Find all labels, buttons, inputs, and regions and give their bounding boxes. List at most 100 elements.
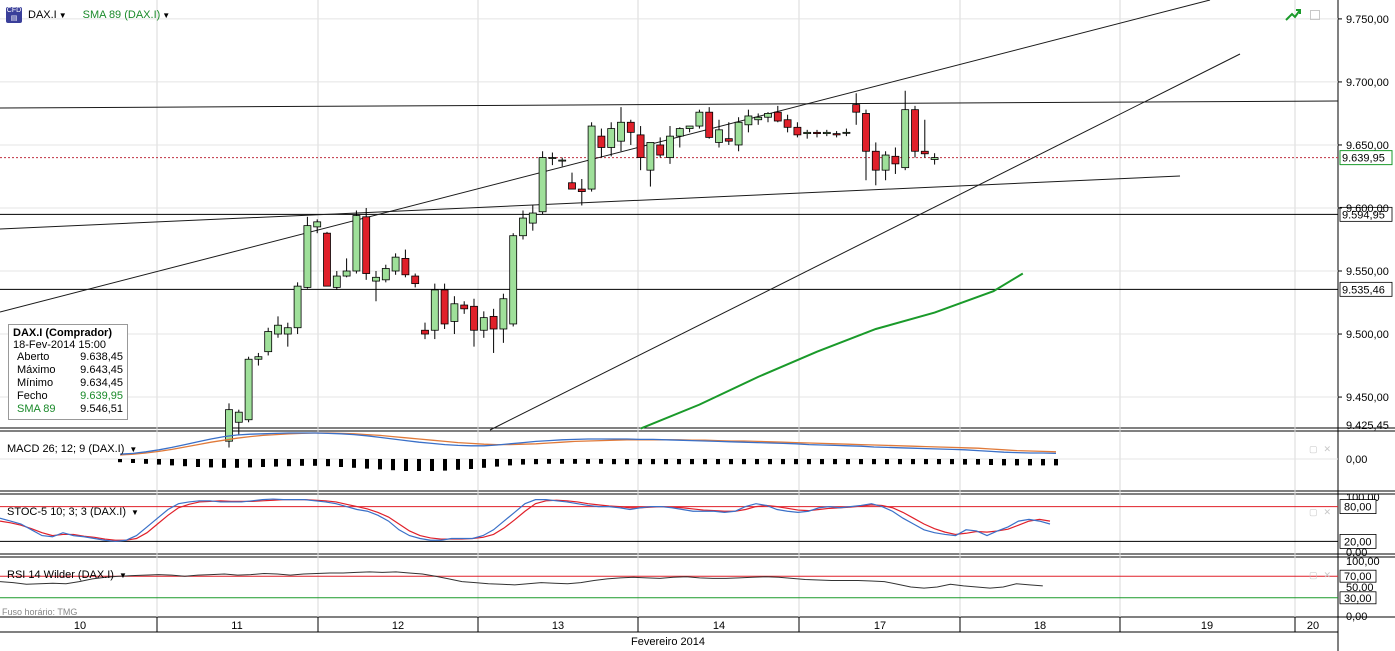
candle-bull [715, 129, 723, 143]
rsi-y-label: 30,00 [1344, 593, 1372, 605]
x-tick-label: 13 [552, 620, 564, 632]
candle-bull [283, 327, 292, 335]
y-axis-bottom-label: 9.425,45 [1346, 420, 1389, 432]
candle-bear [568, 182, 576, 190]
x-tick-label: 10 [74, 620, 86, 632]
stoc-level-tag [1339, 534, 1377, 549]
candle-bear [626, 121, 635, 133]
candle-bull [587, 125, 596, 190]
candle-bear [577, 188, 586, 192]
candle-bull [293, 285, 302, 329]
maximize-icon[interactable] [1310, 10, 1320, 20]
maximize-icon[interactable]: ▢ [1309, 444, 1318, 454]
trendline[interactable] [489, 53, 1241, 431]
candle-bull [264, 331, 273, 353]
candle-bull [744, 115, 753, 126]
maximize-icon[interactable]: ▢ [1309, 507, 1318, 517]
candle-bull [822, 131, 831, 135]
close-icon[interactable]: ✕ [1323, 444, 1332, 454]
y-tick-label: 9.700,00 [1346, 77, 1389, 89]
close-icon[interactable]: ✕ [1323, 570, 1332, 580]
macd-y-label: 0,00 [1346, 454, 1367, 466]
rsi-selector[interactable]: RSI 14 Wilder (DAX.I) ▼ [7, 569, 127, 581]
candle-bear [724, 138, 733, 142]
candle-bull [342, 270, 351, 277]
x-tick-label: 19 [1201, 620, 1213, 632]
candle-bear [636, 134, 645, 158]
tooltip-row-low: Mínimo 9.634,45 [17, 377, 123, 389]
sma-selector[interactable]: SMA 89 (DAX.I) ▼ [83, 9, 171, 21]
chevron-down-icon[interactable]: ▼ [131, 507, 139, 517]
sma-label: SMA 89 (DAX.I) [82, 9, 161, 21]
candle-bull [509, 235, 518, 325]
x-tick-label: 11 [231, 620, 242, 632]
level-price-label: 9.594,95 [1342, 209, 1385, 221]
candle-bull [332, 275, 341, 288]
candle-bear [421, 329, 429, 335]
maximize-icon[interactable]: ▢ [1309, 570, 1318, 580]
candle-bear [411, 275, 420, 285]
rsi-level-tag [1339, 569, 1377, 583]
candle-bear [489, 315, 498, 330]
tooltip-row-sma: SMA 89 9.546,51 [17, 403, 123, 415]
chevron-down-icon[interactable]: ▼ [58, 11, 67, 20]
level-price-tag [1339, 206, 1393, 222]
candle-bear [783, 119, 792, 128]
candle-bull [479, 317, 488, 331]
macd-selector[interactable]: MACD 26; 12; 9 (DAX.I) ▼ [7, 443, 137, 455]
stoc-y-label: 80,00 [1344, 502, 1372, 514]
stoc-y-label: 0,00 [1346, 547, 1367, 559]
rsi-label: RSI 14 Wilder (DAX.I) [7, 569, 114, 581]
trendline[interactable] [0, 175, 1181, 230]
last-price-label: 9.639,95 [1342, 153, 1385, 165]
chevron-down-icon[interactable]: ▼ [118, 570, 127, 580]
candle-bull [675, 128, 684, 137]
rsi-level-tag [1339, 591, 1377, 605]
tooltip-row-close: Fecho 9.639,95 [17, 390, 123, 402]
symbol-selector[interactable]: DAX.I ▼ [28, 9, 67, 21]
stoc-selector[interactable]: STOC-5 10; 3; 3 (DAX.I) ▼ [7, 506, 139, 518]
candle-bull [803, 131, 812, 135]
x-tick-label: 17 [874, 620, 886, 632]
candle-bull [244, 358, 253, 421]
trendline[interactable] [0, 100, 1339, 109]
trendline[interactable] [0, 0, 1211, 313]
timezone-label: Fuso horário: TMG [2, 607, 78, 617]
candle-bull [274, 324, 282, 335]
candle-bear [773, 111, 782, 122]
trend-line-icon[interactable] [1284, 8, 1302, 22]
candle-bull [842, 131, 851, 134]
symbol-label: DAX.I [28, 9, 57, 21]
candle-bull [352, 215, 361, 272]
candle-bull [881, 154, 890, 171]
stoc-panel-controls: ▢ ✕ [1309, 507, 1331, 518]
stoc-y-label: 20,00 [1344, 536, 1372, 548]
candle-bear [832, 133, 841, 136]
y-tick-label: 9.550,00 [1346, 266, 1389, 278]
candle-bull [499, 298, 508, 330]
candle-bear [401, 258, 410, 276]
rsi-y-label: 50,00 [1346, 582, 1374, 594]
x-tick-label: 18 [1034, 620, 1046, 632]
chevron-down-icon[interactable]: ▼ [162, 11, 171, 20]
candle-bull [528, 212, 537, 224]
candle-bear [862, 113, 870, 152]
candle-bull [901, 109, 910, 169]
candle-bear [323, 232, 331, 287]
chevron-down-icon[interactable]: ▼ [129, 444, 138, 454]
candle-bull [391, 256, 400, 272]
candle-bear [705, 111, 714, 138]
candle-bear [911, 109, 919, 152]
candle-bull [764, 113, 772, 118]
y-tick-label: 9.650,00 [1346, 140, 1389, 152]
close-icon[interactable]: ✕ [1323, 507, 1332, 517]
candle-bull [519, 217, 527, 237]
candle-bear [793, 126, 802, 136]
candle-bull [754, 116, 763, 121]
candle-bear [813, 131, 821, 135]
candle-bull [695, 111, 704, 127]
candle-bull [372, 276, 380, 282]
candle-bull [607, 128, 616, 148]
